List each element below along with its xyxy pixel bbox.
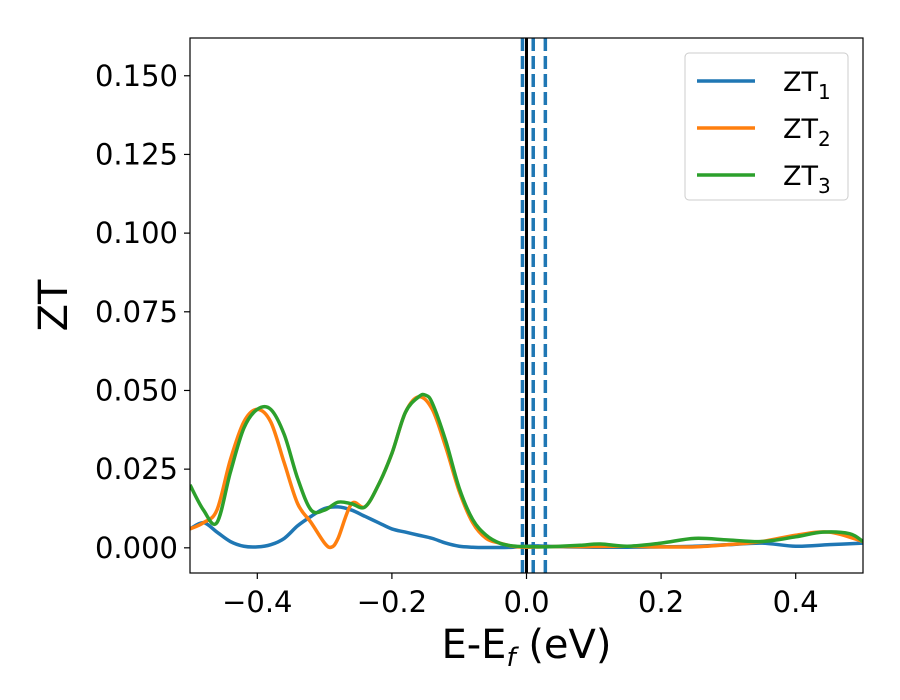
x-tick-label: −0.4 bbox=[222, 585, 292, 619]
legend: ZT1 ZT2 ZT3 bbox=[684, 52, 849, 201]
x-tick-label: 0.4 bbox=[773, 585, 819, 619]
legend-label: ZT3 bbox=[783, 161, 831, 198]
y-tick-label: 0.050 bbox=[95, 373, 178, 407]
legend-label: ZT2 bbox=[783, 114, 831, 151]
series-line-zt2 bbox=[190, 395, 863, 550]
legend-item-zt1: ZT1 bbox=[697, 67, 831, 104]
x-axis-title: E-Ef (eV) bbox=[441, 622, 611, 673]
y-tick-label: 0.025 bbox=[95, 452, 178, 486]
y-tick-label: 0.125 bbox=[95, 137, 178, 171]
legend-item-zt2: ZT2 bbox=[697, 114, 831, 151]
y-tick-label: 0.000 bbox=[95, 531, 178, 565]
y-tick-label: 0.150 bbox=[95, 59, 178, 93]
x-axis: −0.4 −0.2 0.0 0.2 0.4 bbox=[222, 573, 819, 619]
reference-lines bbox=[520, 38, 548, 573]
x-tick-label: 0.0 bbox=[503, 585, 549, 619]
y-tick-label: 0.075 bbox=[95, 295, 178, 329]
y-axis: 0.000 0.025 0.050 0.075 0.100 0.125 0.150 bbox=[95, 59, 190, 565]
legend-label: ZT1 bbox=[783, 67, 831, 104]
series-layer bbox=[190, 392, 863, 550]
series-line-zt3 bbox=[190, 392, 863, 549]
y-tick-label: 0.100 bbox=[95, 216, 178, 250]
x-tick-label: −0.2 bbox=[357, 585, 427, 619]
x-tick-label: 0.2 bbox=[638, 585, 684, 619]
y-axis-title: ZT bbox=[31, 279, 77, 331]
legend-item-zt3: ZT3 bbox=[697, 161, 831, 198]
legend-box bbox=[684, 52, 849, 201]
